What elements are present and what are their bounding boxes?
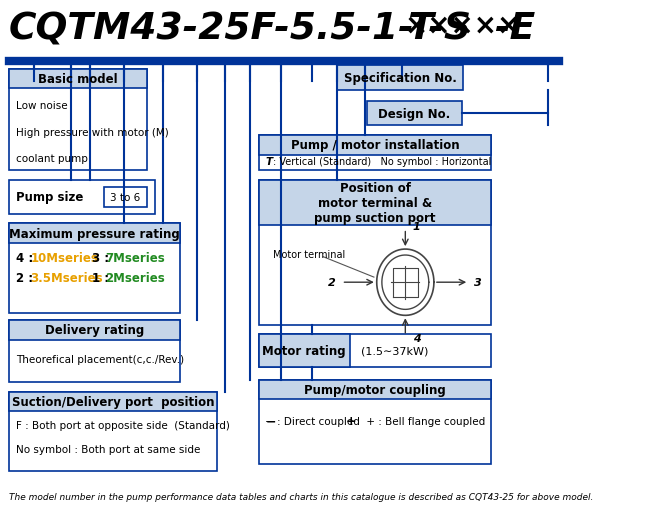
Bar bbox=[259, 334, 491, 367]
Text: Maximum pressure rating: Maximum pressure rating bbox=[9, 227, 180, 240]
Text: 4 :: 4 : bbox=[16, 251, 33, 265]
Bar bbox=[9, 70, 146, 171]
Bar bbox=[9, 70, 146, 89]
Text: 10Mseries: 10Mseries bbox=[31, 251, 98, 265]
Text: Suction/Delivery port  position: Suction/Delivery port position bbox=[12, 395, 214, 408]
Text: Pump / motor installation: Pump / motor installation bbox=[291, 139, 460, 152]
Text: -E: -E bbox=[494, 11, 536, 47]
Bar bbox=[9, 180, 155, 215]
Text: The model number in the pump performance data tables and charts in this catalogu: The model number in the pump performance… bbox=[9, 492, 593, 501]
Text: 1 :: 1 : bbox=[92, 272, 109, 285]
Bar bbox=[259, 136, 491, 171]
Text: 3.5Mseries: 3.5Mseries bbox=[31, 272, 103, 285]
Bar bbox=[9, 321, 180, 340]
Text: 4: 4 bbox=[413, 333, 421, 344]
Bar bbox=[9, 392, 216, 411]
Text: −: − bbox=[265, 414, 276, 428]
Text: coolant pump: coolant pump bbox=[16, 154, 88, 164]
Text: (1.5∼37kW): (1.5∼37kW) bbox=[361, 346, 428, 356]
Text: Low noise: Low noise bbox=[16, 101, 68, 111]
Text: Design No.: Design No. bbox=[378, 107, 450, 121]
Bar bbox=[9, 224, 180, 313]
Text: High pressure with motor (M): High pressure with motor (M) bbox=[16, 127, 168, 137]
Bar bbox=[9, 224, 180, 243]
Text: ×××××: ××××× bbox=[404, 11, 521, 39]
Text: Basic model: Basic model bbox=[38, 73, 118, 86]
Text: Pump size: Pump size bbox=[16, 191, 83, 204]
Text: 3 :: 3 : bbox=[92, 251, 109, 265]
Bar bbox=[259, 136, 491, 155]
Text: Position of
motor terminal &
pump suction port: Position of motor terminal & pump suctio… bbox=[315, 182, 436, 224]
Text: +: + bbox=[346, 414, 356, 428]
Bar bbox=[105, 187, 146, 208]
Text: Motor terminal: Motor terminal bbox=[273, 249, 345, 260]
Bar bbox=[367, 102, 462, 126]
Text: 3 to 6: 3 to 6 bbox=[111, 192, 140, 203]
Bar bbox=[259, 334, 350, 367]
Text: 7Mseries: 7Mseries bbox=[105, 251, 165, 265]
Text: : Vertical (Standard)   No symbol : Horizontal: : Vertical (Standard) No symbol : Horizo… bbox=[273, 156, 491, 166]
Text: Delivery rating: Delivery rating bbox=[45, 324, 144, 337]
Bar bbox=[337, 66, 463, 91]
Bar bbox=[259, 380, 491, 400]
Text: Pump/motor coupling: Pump/motor coupling bbox=[304, 383, 446, 397]
Text: 2Mseries: 2Mseries bbox=[105, 272, 165, 285]
Text: − : Direct coupled  + : Bell flange coupled: − : Direct coupled + : Bell flange coupl… bbox=[265, 416, 486, 426]
Bar bbox=[259, 181, 491, 225]
Text: Theorefical placement(c,c./Rev.): Theorefical placement(c,c./Rev.) bbox=[16, 354, 184, 364]
Text: 1: 1 bbox=[413, 222, 421, 232]
Text: 2: 2 bbox=[328, 277, 335, 288]
Text: Specification No.: Specification No. bbox=[344, 72, 457, 85]
Bar bbox=[259, 181, 491, 326]
Text: 2 :: 2 : bbox=[16, 272, 33, 285]
Bar bbox=[9, 321, 180, 382]
Text: T: T bbox=[265, 156, 272, 166]
Text: F : Both port at opposite side  (Standard): F : Both port at opposite side (Standard… bbox=[16, 420, 229, 430]
Text: No symbol : Both port at same side: No symbol : Both port at same side bbox=[16, 444, 200, 455]
Text: 3: 3 bbox=[474, 277, 482, 288]
Text: Motor rating: Motor rating bbox=[263, 345, 346, 357]
Text: CQTM43-25F-5.5-1-T-S: CQTM43-25F-5.5-1-T-S bbox=[9, 11, 472, 47]
Bar bbox=[9, 392, 216, 471]
Bar bbox=[259, 380, 491, 464]
